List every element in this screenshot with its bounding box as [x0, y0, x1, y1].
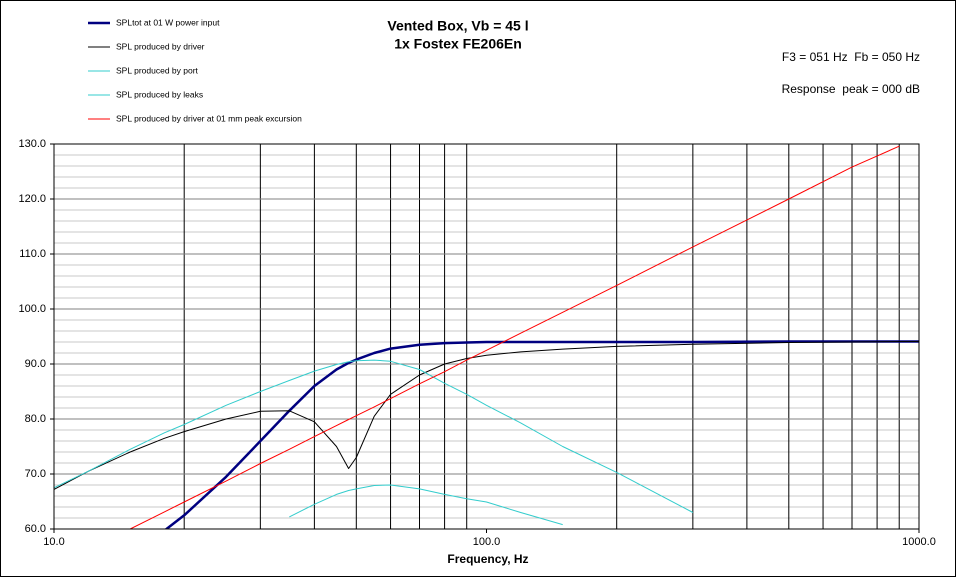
x-tick-label: 100.0 [473, 536, 501, 548]
y-tick-label: 130.0 [18, 138, 46, 150]
series-line [54, 341, 919, 490]
legend: SPLtot at 01 W power input SPL produced b… [88, 17, 302, 123]
legend-label: SPL produced by port [116, 65, 199, 75]
y-tick-label: 60.0 [25, 523, 46, 535]
legend-label: SPLtot at 01 W power input [116, 17, 220, 27]
annotation: Response peak = 000 dB [782, 82, 920, 96]
y-tick-label: 80.0 [25, 413, 46, 425]
series-line [164, 340, 919, 529]
plot-border [53, 143, 920, 530]
legend-label: SPL produced by leaks [116, 89, 203, 99]
y-tick-label: 120.0 [18, 193, 46, 205]
y-tick-label: 70.0 [25, 468, 46, 480]
y-tick-label: 100.0 [18, 303, 46, 315]
grid [54, 143, 919, 530]
chart-title: Vented Box, Vb = 45 l [387, 18, 528, 34]
x-tick-label: 10.0 [43, 536, 64, 548]
plot-lines [54, 145, 919, 529]
legend-label: SPL produced by driver at 01 mm peak exc… [116, 113, 302, 123]
y-tick-label: 110.0 [19, 248, 46, 260]
series-line [129, 145, 900, 529]
axes: 60.0 70.0 80.0 90.0 100.0 110.0 120.0 130.0 10.0… [18, 138, 935, 548]
series-line [289, 484, 563, 526]
chart-subtitle: 1x Fostex FE206En [394, 36, 522, 52]
x-axis-title: Frequency, Hz [447, 552, 528, 566]
x-tick-label: 1000.0 [902, 536, 936, 548]
series-line [54, 359, 694, 513]
y-tick-label: 90.0 [25, 358, 46, 370]
legend-label: SPL produced by driver [116, 41, 205, 51]
annotation: F3 = 051 Hz Fb = 050 Hz [782, 50, 920, 64]
